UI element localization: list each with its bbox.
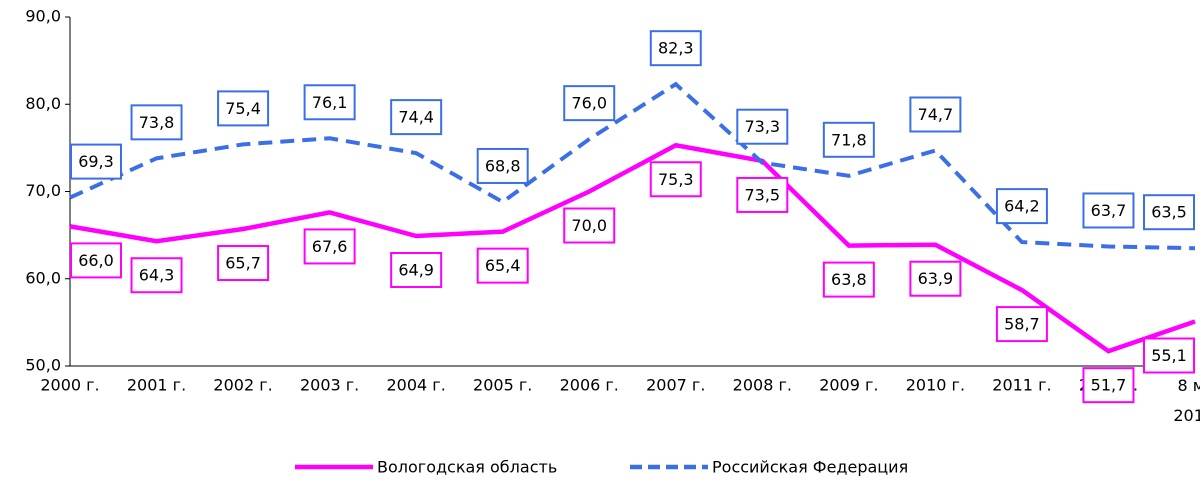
- x-tick-label: 2003 г.: [300, 376, 359, 395]
- data-label-box: [217, 90, 270, 127]
- data-label-box: [563, 207, 616, 244]
- data-label: 76,0: [571, 94, 607, 113]
- data-label-box: [649, 161, 702, 198]
- x-tick-label: 8 мес. 2013 г.: [1173, 376, 1200, 425]
- data-label-box: [822, 261, 875, 298]
- x-tick-label: 2010 г.: [906, 376, 965, 395]
- data-label-box: [390, 251, 443, 288]
- data-label: 64,3: [139, 266, 175, 285]
- data-label-box: [1143, 194, 1195, 231]
- x-tick-label: 2007 г.: [646, 376, 705, 395]
- x-tick-label: 2005 г.: [473, 376, 532, 395]
- data-label: 51,7: [1091, 376, 1127, 395]
- x-tick-label: 2002 г.: [213, 376, 272, 395]
- data-label-box: [303, 84, 356, 121]
- data-label-box: [563, 85, 616, 122]
- data-label: 66,0: [78, 251, 114, 270]
- data-label: 65,4: [485, 256, 521, 275]
- data-label-box: [476, 247, 529, 284]
- data-label: 70,0: [571, 216, 607, 235]
- data-label-box: [736, 176, 789, 213]
- data-label-box: [390, 99, 443, 136]
- y-tick-label: 70,0: [25, 181, 61, 200]
- data-label: 75,4: [225, 99, 261, 118]
- x-tick-label: 2008 г.: [733, 376, 792, 395]
- data-label: 71,8: [831, 130, 867, 149]
- data-label: 65,7: [225, 254, 261, 273]
- data-label-box: [1082, 367, 1135, 404]
- data-label-box: [736, 108, 789, 145]
- data-label: 63,8: [831, 270, 867, 289]
- data-label-box: [476, 147, 529, 184]
- data-label-box: [130, 257, 183, 294]
- data-label: 64,9: [398, 260, 434, 279]
- data-label: 82,3: [658, 39, 694, 58]
- data-label: 63,5: [1151, 203, 1187, 222]
- data-label-box: [995, 188, 1048, 225]
- data-label-box: [130, 104, 183, 141]
- x-tick-label-line: 8 мес.: [1177, 376, 1200, 395]
- data-label: 63,7: [1091, 201, 1127, 220]
- x-tick-label: 2004 г.: [387, 376, 446, 395]
- data-label-box: [1082, 192, 1135, 229]
- legend-label: Вологодская область: [377, 458, 557, 477]
- data-label-box: [909, 260, 962, 297]
- data-label: 73,8: [139, 113, 175, 132]
- data-label: 64,2: [1004, 197, 1040, 216]
- data-label: 58,7: [1004, 315, 1040, 334]
- data-label: 68,8: [485, 156, 521, 175]
- data-label-box: [822, 121, 875, 158]
- data-label: 74,4: [398, 108, 434, 127]
- legend-label: Российская Федерация: [712, 458, 908, 477]
- data-label: 74,7: [918, 105, 954, 124]
- data-label-box: [909, 96, 962, 133]
- data-label: 75,3: [658, 170, 694, 189]
- x-tick-label: 2000 г.: [40, 376, 99, 395]
- data-label: 73,5: [744, 185, 780, 204]
- series-line: [69, 81, 1196, 251]
- data-label-box: [1143, 337, 1195, 374]
- x-tick-label: 2011 г.: [992, 376, 1051, 395]
- data-label: 69,3: [78, 152, 114, 171]
- data-label-box: [70, 143, 122, 180]
- y-tick-label: 60,0: [25, 268, 61, 287]
- data-label-box: [217, 245, 270, 282]
- y-tick-label: 80,0: [25, 94, 61, 113]
- data-label: 63,9: [918, 269, 954, 288]
- data-label: 67,6: [312, 237, 348, 256]
- data-label-box: [70, 242, 122, 279]
- data-label-box: [303, 228, 356, 265]
- x-tick-label-line: 2013 г.: [1173, 406, 1200, 425]
- y-tick-label: 50,0: [25, 356, 61, 375]
- x-tick-label: 2006 г.: [560, 376, 619, 395]
- series-line: [69, 142, 1196, 354]
- x-tick-label: 2009 г.: [819, 376, 878, 395]
- data-label: 73,3: [744, 117, 780, 136]
- data-label-box: [649, 30, 702, 67]
- x-tick-label: 2001 г.: [127, 376, 186, 395]
- data-label-box: [995, 306, 1048, 343]
- data-label: 55,1: [1151, 346, 1187, 365]
- y-tick-label: 90,0: [25, 7, 61, 26]
- data-label: 76,1: [312, 93, 348, 112]
